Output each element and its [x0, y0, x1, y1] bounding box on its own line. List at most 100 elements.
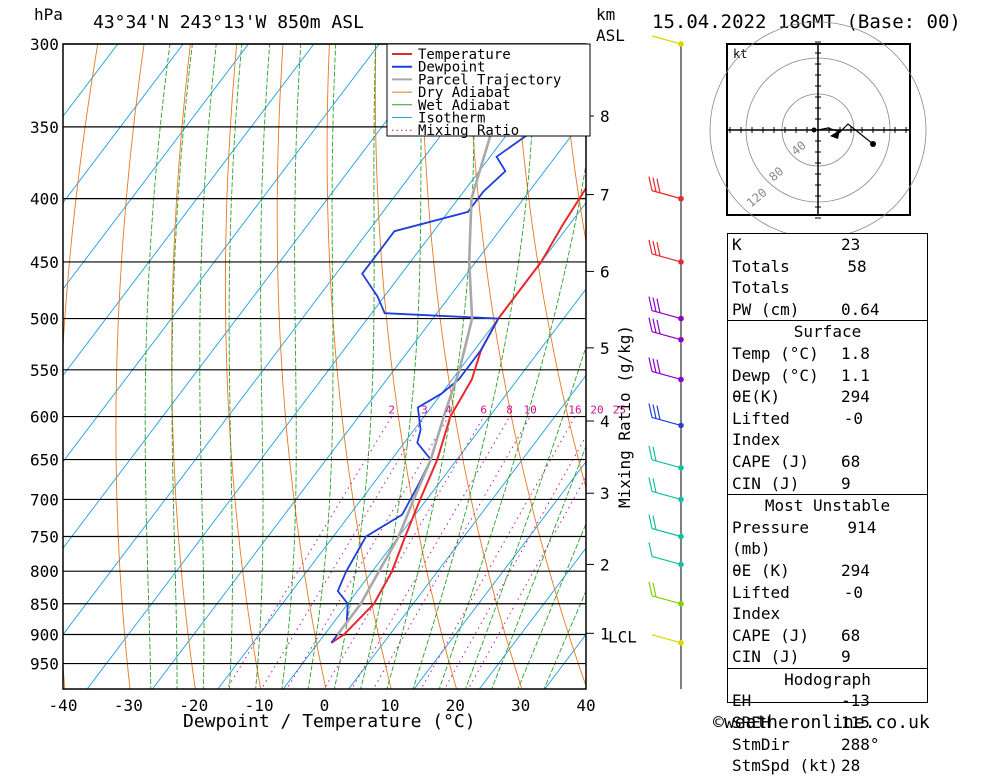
isotherm-line [63, 44, 250, 290]
index-label: EH [732, 691, 752, 711]
wet-adiabat-line [464, 345, 586, 689]
wind-barb-flag [652, 582, 657, 598]
hodograph-unit: kt [733, 47, 747, 61]
legend-label: Dewpoint [418, 60, 485, 76]
index-row: StmDir 288° [728, 734, 927, 756]
wind-barb-staff [651, 459, 682, 469]
mixing-ratio-line [351, 416, 511, 689]
index-value: 1.1 [841, 365, 870, 385]
temp-tick-label: -40 [49, 696, 78, 715]
wind-barb-flag [648, 514, 653, 529]
dry-adiabat-line [374, 44, 458, 689]
dry-adiabat-line [927, 26, 1000, 691]
pressure-tick-label: 850 [30, 595, 59, 614]
index-row: θE(K) 294 [728, 386, 927, 408]
index-value: 28 [841, 756, 861, 776]
index-row: EH -13 [728, 690, 927, 712]
wind-barb-staff [651, 309, 682, 320]
wind-barb-flag [652, 177, 657, 192]
wet-adiabat-line [144, 44, 171, 689]
dry-adiabat-line [63, 44, 99, 689]
height-tick-label: 2 [600, 555, 610, 574]
index-value: 1.8 [841, 343, 870, 363]
index-row: SREH 115 [728, 712, 927, 734]
pressure-tick-label: 300 [30, 35, 59, 54]
plot-frame [62, 43, 587, 690]
wind-barb-flag [652, 358, 657, 373]
mixing-ratio-labels: 2 3 4 6 8 10 16 20 25 [388, 404, 626, 417]
wind-barb-flag [656, 359, 661, 374]
pressure-tick-label: 400 [30, 190, 59, 209]
pressure-tick-label: 950 [30, 655, 59, 674]
pressure-tick-label: 650 [30, 451, 59, 470]
index-row: Lifted Index -0 [728, 582, 927, 625]
legend-label: Temperature [418, 47, 511, 63]
dry-adiabat-line [560, 44, 586, 244]
index-label: CAPE (J) [732, 451, 810, 471]
index-row: CIN (J) 9 [728, 473, 927, 495]
index-value: 914 [847, 517, 877, 537]
wind-barb-staff [651, 190, 682, 200]
index-row: Temp (°C) 1.8 [728, 343, 927, 365]
temp-tick-label: 0 [320, 696, 330, 715]
dry-adiabat-line [224, 44, 262, 689]
index-row: CIN (J) 9 [728, 646, 927, 668]
index-label: CAPE (J) [732, 625, 810, 645]
index-label: θE (K) [732, 560, 790, 580]
index-label: PW (cm) [732, 299, 800, 319]
indices-panel: K 23 Totals Totals 58 PW (cm) 0.64 Surface Te… [727, 233, 928, 775]
wind-barb-flag [652, 515, 657, 530]
wind-barbs [648, 35, 684, 689]
index-value: 294 [841, 387, 870, 407]
wind-barb-staff [651, 370, 682, 381]
temp-tick-label: 40 [576, 696, 595, 715]
index-value: -0 [843, 408, 863, 428]
dry-adiabat-line [276, 44, 327, 689]
wind-barb-flag [648, 176, 653, 191]
x-axis-title: Dewpoint / Temperature (°C) [183, 711, 476, 732]
index-label: StmSpd (kt) [732, 756, 838, 776]
height-tick-label: 3 [600, 484, 610, 503]
wind-barb-flag [656, 319, 661, 334]
mixing-ratio-label: 16 [568, 404, 581, 417]
dry-adiabat-line [514, 44, 586, 490]
index-row: CAPE (J) 68 [728, 625, 927, 647]
mixing-ratio-label: 8 [506, 404, 513, 417]
legend-label: Mixing Ratio [418, 123, 519, 139]
most-unstable-title: Most Unstable [764, 496, 891, 516]
hodograph-section: EH -13 SREH 115 StmDir 288° StmSpd (kt) 28 [728, 690, 927, 776]
mixing-ratio-label: 10 [524, 404, 537, 417]
wet-adiabat-line [281, 44, 302, 689]
wind-barb-flag [656, 178, 661, 193]
wind-barb-flag [648, 239, 653, 255]
hodograph-point [870, 141, 876, 147]
mixing-ratio-axis-title: Mixing Ratio (g/kg) [615, 325, 634, 508]
isotherm-line [478, 547, 586, 689]
index-value: 115 [841, 713, 870, 733]
index-value: -0 [843, 582, 863, 602]
wet-adiabat-line [199, 44, 217, 689]
index-value: 23 [841, 235, 861, 254]
height-tick-label: 4 [600, 412, 610, 431]
pressure-tick-label: 900 [30, 626, 59, 645]
dry-adiabat-line [421, 44, 523, 689]
legend-label: Wet Adiabat [418, 98, 511, 114]
wind-barb-staff [651, 331, 682, 341]
index-row: Totals Totals 58 [728, 256, 927, 299]
index-value: 9 [841, 647, 851, 667]
pressure-tick-label: 450 [30, 253, 59, 272]
pressure-unit-label: hPa [34, 5, 63, 24]
wind-barb-point [678, 376, 684, 383]
pressure-tick-label: 700 [30, 490, 59, 509]
index-value: 0.64 [841, 299, 880, 319]
wind-barb-staff [651, 416, 682, 427]
mixing-ratio-label: 20 [590, 404, 603, 417]
pressure-tick-label: 500 [30, 310, 59, 329]
index-label: Temp (°C) [732, 343, 819, 363]
wind-barb-point [678, 464, 684, 471]
wind-barb-flag [648, 357, 653, 372]
mixing-ratio-line [286, 416, 449, 689]
isotherm-line [413, 461, 586, 689]
